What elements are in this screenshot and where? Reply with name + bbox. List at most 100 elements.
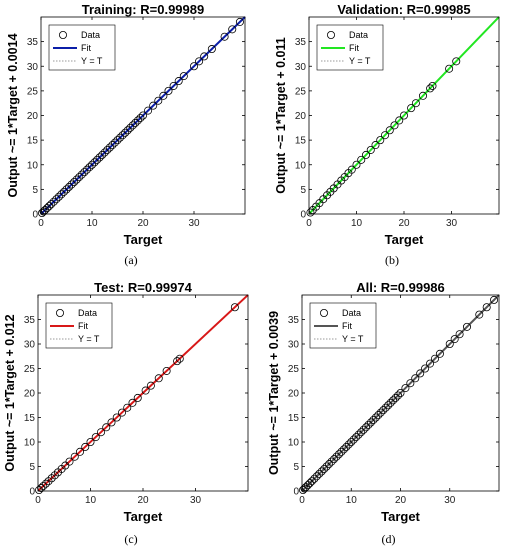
data-point	[364, 420, 373, 429]
x-tick-label: 10	[86, 218, 98, 229]
y-tick-label: 25	[288, 364, 300, 375]
x-tick-label: 30	[190, 495, 202, 506]
regression-panel-2: 0 10 20 30 0 5 10 15 20 25 30 35 Validation: R=0.999…	[274, 2, 500, 267]
legend-label-identity: Y = T	[342, 334, 364, 344]
data-point	[445, 64, 454, 73]
y-tick-label: 20	[295, 111, 307, 122]
data-point	[146, 381, 155, 390]
x-tick-label: 10	[351, 218, 363, 229]
data-point	[416, 369, 425, 378]
data-point	[430, 354, 439, 363]
data-point	[395, 116, 404, 125]
data-point	[128, 121, 137, 130]
data-point	[389, 396, 398, 405]
data-point	[306, 208, 315, 217]
data-point	[362, 423, 371, 432]
legend-label-data: Data	[78, 308, 97, 318]
data-point	[128, 398, 137, 407]
y-tick-label: 30	[24, 340, 36, 351]
x-tick-label: 20	[137, 495, 149, 506]
y-tick-label: 35	[24, 315, 36, 326]
y-tick-label: 10	[27, 160, 39, 171]
data-point	[57, 190, 66, 199]
data-point	[379, 406, 388, 415]
data-point	[62, 185, 71, 194]
data-point	[110, 138, 119, 147]
data-point	[371, 141, 380, 150]
data-point	[385, 126, 394, 135]
data-point	[312, 472, 321, 481]
y-tick-label: 30	[295, 62, 307, 73]
y-tick-label: 25	[27, 86, 39, 97]
data-point	[490, 295, 499, 304]
x-tick-label: 20	[137, 218, 149, 229]
data-point	[47, 474, 56, 483]
legend-marker-data	[56, 308, 65, 317]
data-point	[95, 153, 104, 162]
data-point	[91, 433, 100, 442]
data-point	[98, 150, 107, 159]
y-tick-label: 20	[24, 389, 36, 400]
regression-panel-1: 0 10 20 30 0 5 10 15 20 25 30 35 Training: R=0.99989…	[6, 2, 246, 267]
x-tick-label: 30	[446, 218, 458, 229]
y-tick-label: 10	[288, 438, 300, 449]
y-tick-label: 35	[27, 37, 39, 48]
data-point	[133, 116, 142, 125]
x-tick-label: 30	[444, 495, 456, 506]
data-point	[41, 479, 50, 488]
data-point	[349, 435, 358, 444]
data-point	[116, 133, 125, 142]
legend-label-identity: Y = T	[349, 56, 371, 66]
y-tick-label: 25	[24, 364, 36, 375]
data-point	[47, 200, 56, 209]
data-point	[136, 113, 145, 122]
data-point	[81, 442, 90, 451]
y-axis-label: Output ~= 1*Target + 0.0039	[267, 311, 281, 475]
data-point	[366, 145, 375, 154]
data-point	[327, 457, 336, 466]
chart-title: Test: R=0.99974	[94, 280, 192, 295]
regression-panel-4: 0 10 20 30 0 5 10 15 20 25 30 35 All: R=0.99986 Targe…	[267, 280, 500, 546]
chart-title: Validation: R=0.99985	[337, 2, 470, 17]
legend-label-fit: Fit	[78, 321, 88, 331]
data-point	[386, 398, 395, 407]
chart-title: Training: R=0.99989	[82, 2, 204, 17]
data-point	[45, 202, 54, 211]
y-tick-label: 0	[300, 210, 306, 221]
data-point	[103, 145, 112, 154]
data-point	[44, 477, 53, 486]
data-point	[107, 418, 116, 427]
data-point	[123, 403, 132, 412]
data-point	[298, 486, 307, 495]
data-point	[376, 408, 385, 417]
data-point	[330, 455, 339, 464]
x-tick-label: 20	[395, 495, 407, 506]
x-tick-label: 10	[85, 495, 97, 506]
data-point	[144, 106, 153, 115]
data-point	[426, 359, 435, 368]
data-point	[228, 25, 237, 34]
data-point	[325, 460, 334, 469]
data-point	[337, 447, 346, 456]
data-point	[428, 81, 437, 90]
regression-panel-3: 0 10 20 30 0 5 10 15 20 25 30 35 Test: R=0.99974 Targ…	[3, 280, 249, 546]
y-axis-label: Output ~= 1*Target + 0.012	[3, 314, 17, 471]
data-point	[88, 160, 97, 169]
data-point	[384, 401, 393, 410]
data-point	[475, 310, 484, 319]
data-point	[315, 469, 324, 478]
data-point	[320, 464, 329, 473]
legend-label-fit: Fit	[342, 321, 352, 331]
data-point	[131, 118, 140, 127]
legend-label-data: Data	[81, 30, 100, 40]
data-point	[37, 484, 46, 493]
y-tick-label: 20	[27, 111, 39, 122]
data-point	[82, 165, 91, 174]
data-point	[70, 452, 79, 461]
legend-label-identity: Y = T	[78, 334, 100, 344]
y-tick-label: 35	[295, 37, 307, 48]
y-tick-label: 30	[27, 62, 39, 73]
data-point	[38, 209, 47, 218]
data-point	[307, 477, 316, 486]
